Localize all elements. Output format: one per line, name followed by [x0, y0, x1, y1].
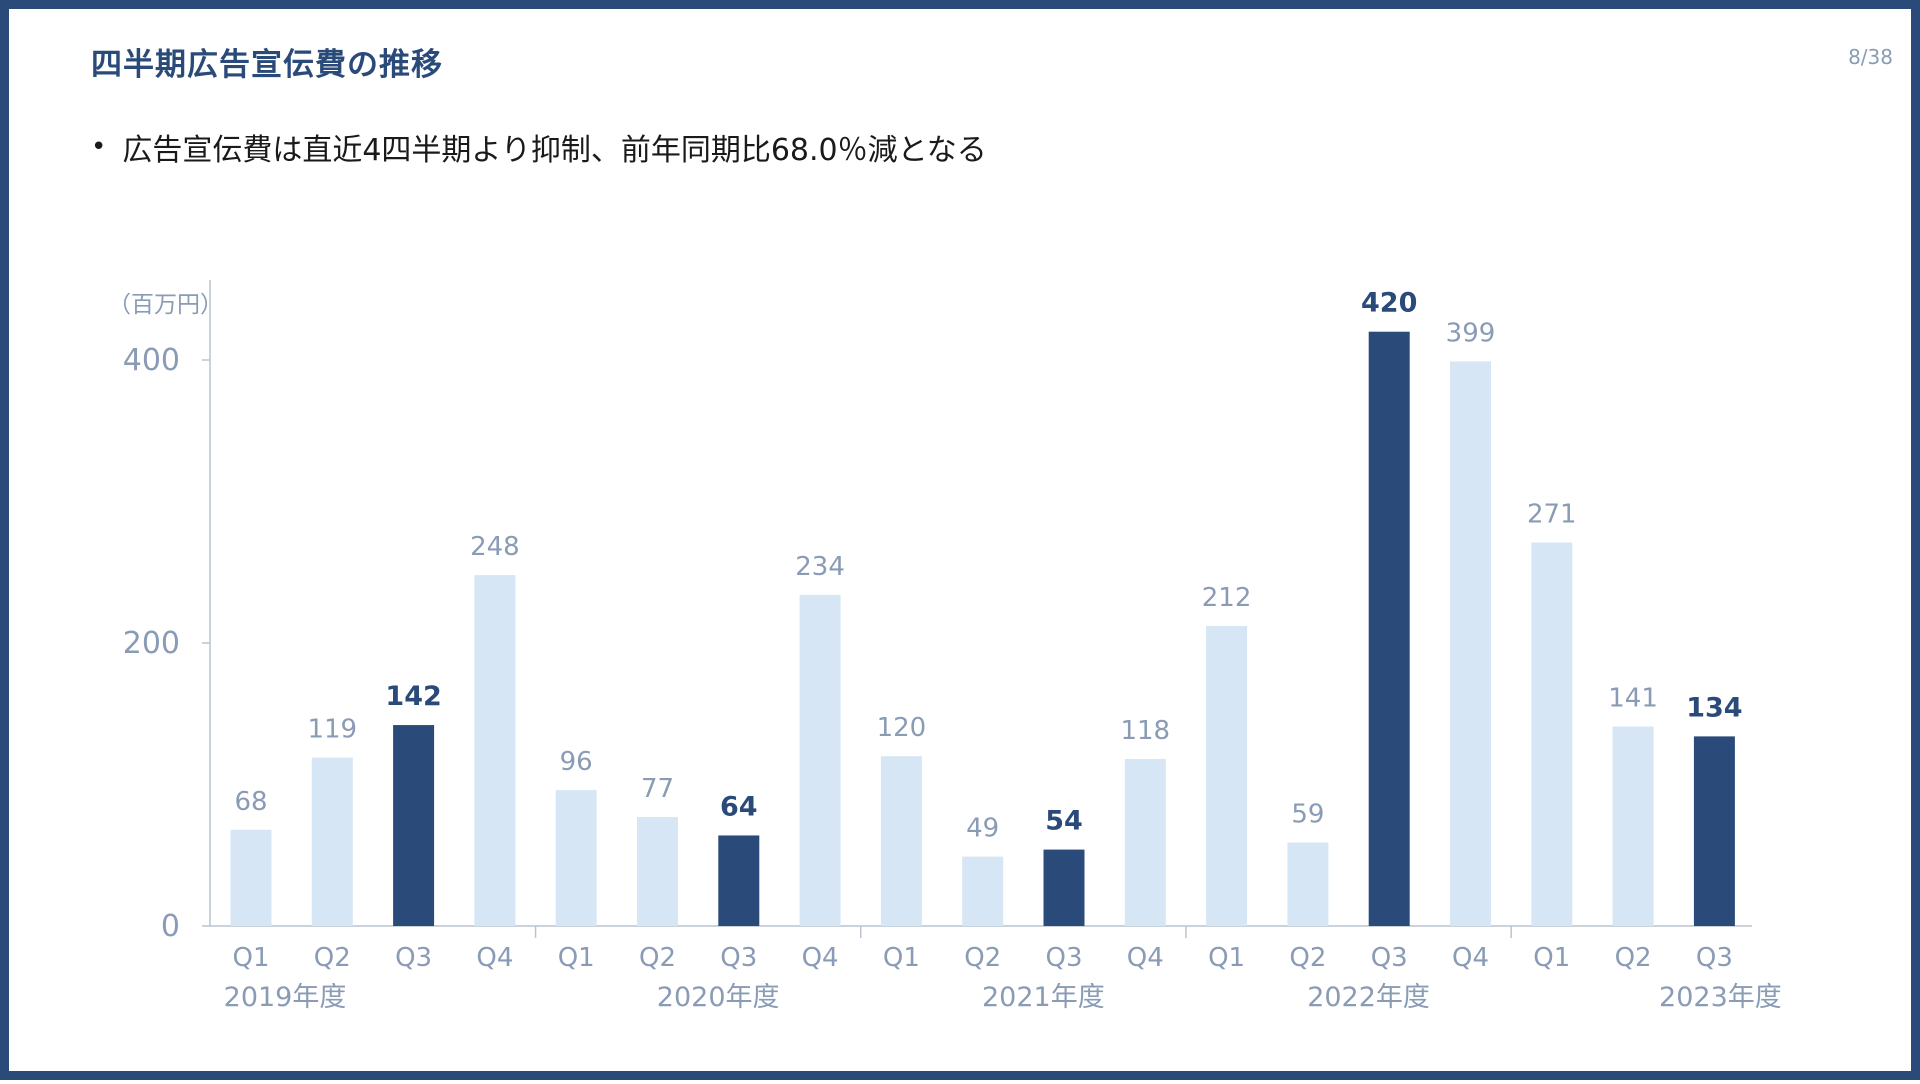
- bar-value-label: 141: [1608, 683, 1658, 713]
- x-tick-label: Q2: [964, 943, 1001, 973]
- x-tick-label: Q4: [476, 943, 513, 973]
- page-number: 8/38: [1848, 45, 1893, 69]
- bar-value-label: 248: [470, 532, 520, 562]
- bar: [1124, 759, 1166, 926]
- bar-value-label: 77: [641, 774, 674, 804]
- x-tick-label: Q2: [314, 943, 351, 973]
- bar: [962, 856, 1004, 926]
- bar-value-label: 420: [1361, 288, 1417, 319]
- x-tick-label: Q3: [720, 943, 757, 973]
- bar-value-label: 234: [795, 552, 845, 582]
- y-tick-label: 0: [161, 909, 180, 944]
- bar: [1206, 626, 1248, 926]
- bar: [230, 829, 272, 926]
- x-tick-label: Q2: [1289, 943, 1326, 973]
- bar-value-label: 96: [560, 747, 593, 777]
- bar: [1368, 331, 1410, 926]
- bar: [799, 594, 841, 926]
- bar: [474, 575, 516, 926]
- x-tick-label: Q1: [883, 943, 920, 973]
- x-tick-label: Q3: [395, 943, 432, 973]
- y-tick-label: 400: [123, 343, 180, 378]
- x-tick-label: Q3: [1696, 943, 1733, 973]
- bar: [718, 835, 760, 926]
- bar: [1287, 842, 1329, 926]
- x-tick-label: Q3: [1371, 943, 1408, 973]
- bar: [311, 757, 353, 926]
- bar-value-label: 54: [1045, 806, 1083, 837]
- bar-value-label: 399: [1446, 318, 1496, 348]
- x-tick-label: Q4: [1452, 943, 1489, 973]
- bullet-item: • 広告宣伝費は直近4四半期より抑制、前年同期比68.0％減となる: [91, 125, 987, 169]
- bar: [1531, 542, 1573, 926]
- year-group-label: 2019年度: [224, 982, 347, 1013]
- page-title: 四半期広告宣伝費の推移: [91, 47, 443, 83]
- bullet-dot-icon: •: [91, 132, 107, 162]
- bar-value-label: 68: [234, 787, 267, 817]
- unit-label: （百万円）: [108, 292, 223, 318]
- bar: [1612, 726, 1654, 926]
- bar: [637, 817, 678, 926]
- chart-bars: [230, 331, 1735, 926]
- bar: [880, 756, 922, 926]
- year-group-label: 2020年度: [657, 982, 780, 1013]
- x-tick-label: Q1: [232, 943, 269, 973]
- bar-value-label: 120: [877, 713, 927, 743]
- bar: [1693, 736, 1735, 926]
- bar: [1450, 361, 1491, 926]
- bar: [1043, 849, 1085, 926]
- x-tick-label: Q1: [1208, 943, 1245, 973]
- x-tick-label: Q3: [1045, 943, 1082, 973]
- bar-value-label: 119: [307, 715, 357, 745]
- chart-labels: 68 Q1 119 Q2 142 Q3 248 Q4 96 Q1 77 Q2 64 Q3 234 Q4 120 Q…: [224, 288, 1782, 1013]
- x-tick-label: Q1: [1533, 943, 1570, 973]
- year-group-label: 2021年度: [982, 982, 1105, 1013]
- x-tick-label: Q4: [1127, 943, 1164, 973]
- x-tick-label: Q4: [802, 943, 839, 973]
- x-tick-label: Q2: [639, 943, 676, 973]
- bar-value-label: 142: [385, 681, 441, 712]
- bar-value-label: 49: [966, 814, 999, 844]
- bar-value-label: 271: [1527, 500, 1577, 530]
- bar-value-label: 64: [720, 791, 758, 822]
- chart-axes: 0 200 400: [123, 280, 1752, 944]
- bar: [393, 725, 435, 926]
- bar-value-label: 118: [1120, 716, 1170, 746]
- bar: [555, 790, 597, 926]
- bar-value-label: 134: [1686, 692, 1742, 723]
- bullet-text: 広告宣伝費は直近4四半期より抑制、前年同期比68.0％減となる: [122, 133, 987, 168]
- x-tick-label: Q1: [558, 943, 595, 973]
- bar-value-label: 59: [1291, 800, 1324, 830]
- year-group-label: 2022年度: [1307, 982, 1430, 1013]
- x-tick-label: Q2: [1615, 943, 1652, 973]
- year-group-label: 2023年度: [1659, 982, 1782, 1013]
- bar-value-label: 212: [1202, 583, 1252, 613]
- y-tick-label: 200: [123, 626, 180, 661]
